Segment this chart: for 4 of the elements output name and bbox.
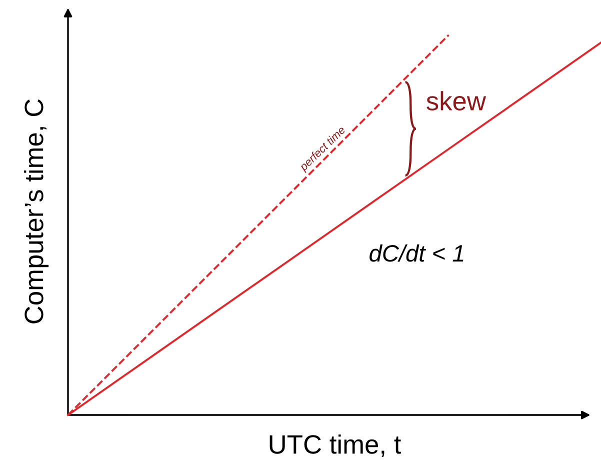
annotation: skew (426, 91, 486, 110)
annotation: dC/dt < 1 (370, 244, 464, 262)
x-axis-title: UTC time, t (270, 434, 402, 457)
y-axis-title: Computer’s time, C (24, 99, 49, 324)
